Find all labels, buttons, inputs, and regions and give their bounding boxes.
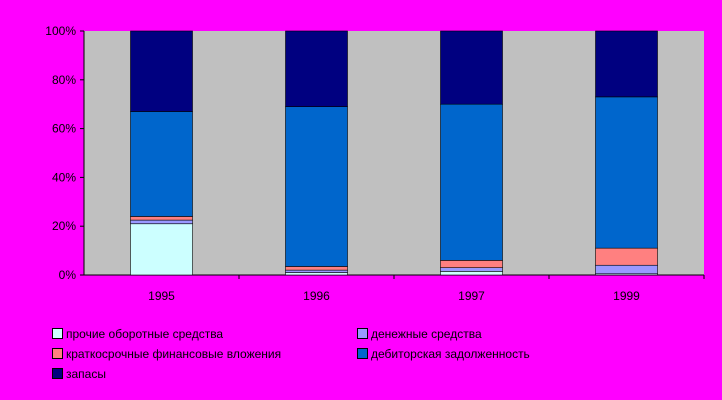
legend-item-short-term-investments: краткосрочные финансовые вложения xyxy=(52,346,357,361)
bar-segment xyxy=(285,106,348,267)
y-tick-label: 20% xyxy=(52,219,76,233)
bar-segment xyxy=(440,260,503,268)
legend-swatch-cash xyxy=(357,328,368,339)
y-tick-label: 60% xyxy=(52,122,76,136)
bar-segment xyxy=(440,271,503,276)
y-tick-label: 100% xyxy=(45,24,76,38)
y-tick-label: 0% xyxy=(59,268,77,282)
bar-segment xyxy=(130,219,193,225)
legend-swatch-inventory xyxy=(52,368,63,379)
bar-segment xyxy=(595,96,658,249)
legend-item-other-assets: прочие оборотные средства xyxy=(52,326,357,341)
bar-segment xyxy=(130,216,193,221)
x-tick-label: 1999 xyxy=(613,289,640,303)
axis-ticks: 0% 20% 40% 60% 80% 100% xyxy=(45,24,84,282)
x-tick-labels: 1995 1996 1997 1999 xyxy=(148,275,705,303)
y-tick-label: 40% xyxy=(52,170,76,184)
bar-segment xyxy=(440,267,503,272)
legend-item-inventory: запасы xyxy=(52,366,357,381)
x-tick-label: 1997 xyxy=(458,289,485,303)
bar-segment xyxy=(440,103,503,261)
legend-item-cash: денежные средства xyxy=(357,326,662,341)
bar-segment xyxy=(285,30,348,107)
bar-segment xyxy=(130,223,193,276)
legend-swatch-other-assets xyxy=(52,328,63,339)
bar-segment xyxy=(285,269,348,273)
x-tick-label: 1996 xyxy=(303,289,330,303)
x-tick-label: 1995 xyxy=(148,289,175,303)
legend: прочие оборотные средства денежные средс… xyxy=(52,326,692,381)
bar-segment xyxy=(595,264,658,275)
bar-segment xyxy=(595,30,658,98)
bar-segment xyxy=(130,111,193,217)
legend-swatch-short-term-investments xyxy=(52,348,63,359)
legend-label-short-term-investments: краткосрочные финансовые вложения xyxy=(66,346,282,361)
legend-label-inventory: запасы xyxy=(66,366,106,381)
bar-segment xyxy=(285,272,348,276)
bar-segment xyxy=(595,247,658,266)
bar-segment xyxy=(130,30,193,112)
legend-label-cash: денежные средства xyxy=(371,326,482,341)
bar-segment xyxy=(440,30,503,105)
y-tick-label: 80% xyxy=(52,73,76,87)
bars xyxy=(130,30,658,276)
legend-item-receivables: дебиторская задолженность xyxy=(357,346,662,361)
legend-swatch-receivables xyxy=(357,348,368,359)
legend-label-other-assets: прочие оборотные средства xyxy=(66,326,224,341)
legend-label-receivables: дебиторская задолженность xyxy=(371,346,530,361)
bar-segment xyxy=(285,266,348,271)
